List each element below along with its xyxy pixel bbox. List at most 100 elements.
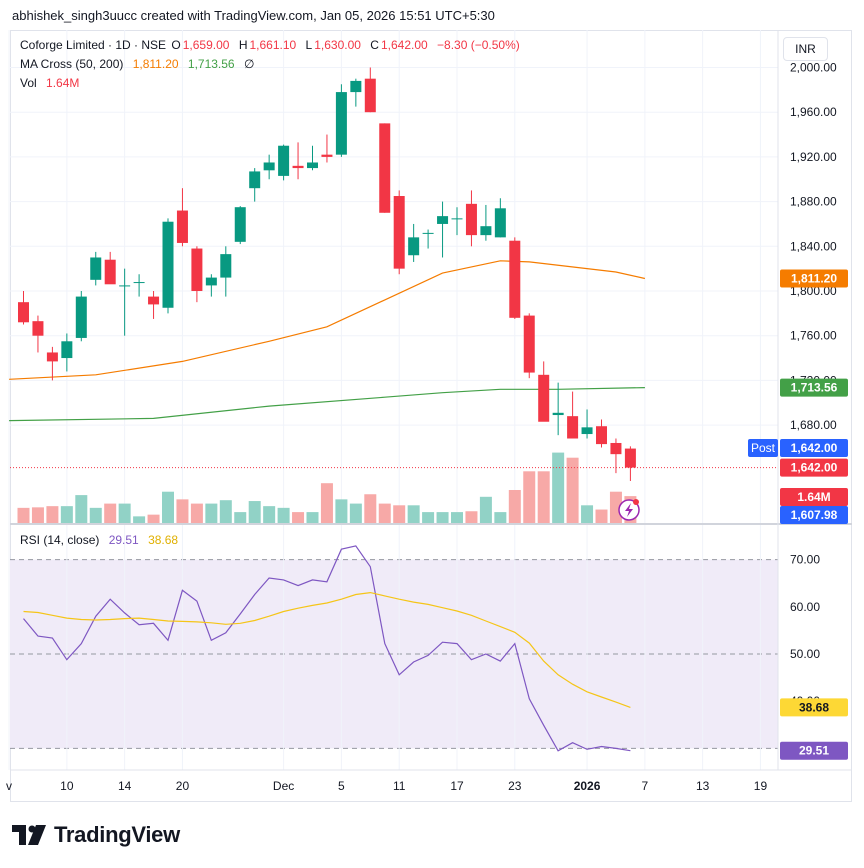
time-tick-label: 19 bbox=[754, 779, 768, 793]
volume-bar bbox=[205, 503, 218, 524]
candles bbox=[18, 67, 636, 481]
ma50-price-tag: 1,811.20 bbox=[791, 271, 837, 285]
high-value: 1,661.10 bbox=[249, 38, 297, 52]
volume-bar bbox=[162, 491, 174, 524]
post-label: Post bbox=[751, 441, 776, 455]
candle-body bbox=[538, 374, 550, 422]
volume-bar bbox=[407, 505, 420, 524]
candle-body bbox=[567, 416, 579, 439]
time-tick-label: 7 bbox=[642, 779, 649, 793]
candle-body bbox=[307, 162, 318, 169]
rsi-ma-value: 38.68 bbox=[148, 533, 179, 547]
tradingview-logo[interactable]: TradingView bbox=[12, 822, 180, 848]
candle-body bbox=[422, 232, 434, 234]
volume-bar bbox=[595, 509, 608, 524]
symbol-legend: Coforge Limited · 1D · NSE O 1,659.00 H 1,… bbox=[20, 38, 522, 52]
volume-bar bbox=[364, 494, 377, 524]
vol-label[interactable]: Vol bbox=[20, 76, 37, 90]
candle-body bbox=[234, 207, 246, 242]
volume-bar bbox=[176, 499, 189, 524]
candle-body bbox=[104, 259, 116, 285]
volume-bar bbox=[552, 452, 565, 524]
price-tick-label: 1,920.00 bbox=[790, 150, 837, 164]
volume-bar bbox=[335, 499, 348, 524]
price-tags: 1,811.20 1,713.56 1,642.00 Post 1,642.00 1.64… bbox=[748, 269, 848, 760]
rsi-tick-label: 50.00 bbox=[790, 647, 820, 661]
volume-bar bbox=[118, 503, 131, 524]
volume-bars bbox=[17, 452, 637, 524]
candle-body bbox=[18, 302, 29, 323]
candle-body bbox=[393, 196, 405, 269]
volume-bar bbox=[609, 491, 622, 524]
bolt-icon[interactable] bbox=[618, 499, 640, 521]
time-tick-label: 17 bbox=[450, 779, 464, 793]
candle-body bbox=[451, 218, 463, 220]
volume-bar bbox=[147, 514, 160, 524]
post-price-tag: 1,642.00 bbox=[791, 441, 838, 455]
volume-bar bbox=[75, 495, 88, 524]
candle-body bbox=[624, 448, 636, 468]
time-tick-label: 11 bbox=[393, 779, 406, 793]
volume-bar bbox=[393, 505, 406, 524]
post-label-bg bbox=[748, 439, 778, 457]
candle-body bbox=[509, 240, 521, 318]
tradingview-logo-icon bbox=[12, 825, 46, 845]
candle-body bbox=[494, 208, 506, 238]
volume-bar bbox=[523, 471, 536, 524]
rsi-label[interactable]: RSI (14, close) bbox=[20, 533, 100, 547]
candle-body bbox=[119, 285, 131, 287]
volume-bar bbox=[104, 503, 117, 524]
volume-bar bbox=[31, 507, 44, 524]
candle-body bbox=[148, 296, 160, 305]
low-value: 1,630.00 bbox=[314, 38, 361, 52]
candle-body bbox=[205, 277, 217, 286]
close-label: C bbox=[370, 38, 379, 52]
candle-body bbox=[335, 92, 347, 155]
volume-bar bbox=[566, 457, 579, 524]
rsi-tick-label: 60.00 bbox=[790, 600, 820, 614]
time-tick-label: 14 bbox=[118, 779, 132, 793]
volume-bar bbox=[46, 506, 59, 524]
ma50-price-tag-bg bbox=[780, 269, 848, 288]
time-tick-label: 23 bbox=[508, 779, 522, 793]
rsi-ma-tag-bg bbox=[780, 698, 848, 717]
volume-bar bbox=[508, 490, 521, 524]
price-tick-label: 1,760.00 bbox=[790, 329, 837, 343]
ma-legend: MA Cross (50, 200) 1,811.20 1,713.56 ∅ bbox=[20, 57, 256, 71]
ma-label[interactable]: MA Cross (50, 200) bbox=[20, 57, 124, 71]
candle-body bbox=[350, 80, 362, 93]
volume-bar bbox=[451, 512, 463, 524]
time-axis: v 10 14 20 Dec 5 11 17 23 2026 7 13 19 bbox=[6, 779, 767, 793]
symbol-label[interactable]: Coforge Limited · 1D · NSE bbox=[20, 38, 167, 52]
volume-bar bbox=[234, 512, 247, 524]
time-tick-label: v bbox=[6, 779, 12, 793]
candle-body bbox=[263, 162, 275, 171]
time-tick-label: 2026 bbox=[574, 779, 601, 793]
vol-value: 1.64M bbox=[46, 76, 80, 90]
volume-bar bbox=[248, 501, 261, 524]
candle-body bbox=[75, 296, 87, 338]
rsi-ma-tag: 38.68 bbox=[799, 700, 829, 714]
candle-body bbox=[278, 145, 290, 176]
ma200-value: 1,713.56 bbox=[187, 57, 235, 71]
candle-body bbox=[552, 412, 564, 416]
candle-body bbox=[596, 426, 607, 445]
ma50-line bbox=[9, 260, 646, 380]
post-price-tag-bg bbox=[780, 439, 848, 457]
time-tick-label: 13 bbox=[696, 779, 710, 793]
time-tick-label: 10 bbox=[60, 779, 74, 793]
price-axis: 1,680.001,720.001,760.001,800.001,840.00… bbox=[790, 61, 837, 756]
candle-body bbox=[379, 123, 391, 213]
volume-bar bbox=[378, 503, 391, 524]
ma200-line bbox=[9, 387, 645, 422]
volume-ma-tag-bg bbox=[780, 506, 848, 524]
chart-frame[interactable] bbox=[10, 30, 852, 802]
currency-button[interactable]: INR bbox=[783, 37, 828, 61]
volume-bar bbox=[537, 471, 550, 524]
volume-bar bbox=[190, 503, 203, 524]
volume-tag-bg bbox=[780, 488, 848, 506]
volume-bar bbox=[263, 506, 276, 524]
rsi-line bbox=[23, 545, 631, 752]
volume-bar bbox=[422, 512, 435, 524]
